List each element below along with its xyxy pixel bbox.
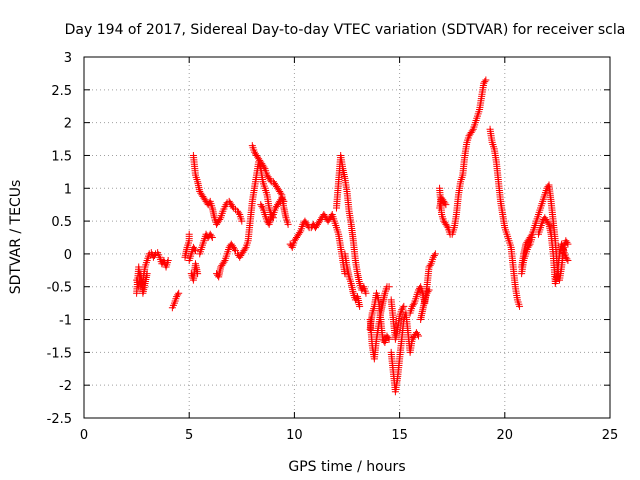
x-tick-label: 0 [80, 428, 88, 443]
y-tick-label: 3 [64, 51, 72, 66]
data-point-markers [534, 214, 572, 287]
data-point-markers [187, 260, 202, 284]
data-point-markers [518, 181, 572, 284]
data-point-markers [286, 211, 349, 278]
data-point-markers [213, 240, 239, 281]
x-tick-label: 10 [286, 428, 303, 443]
data-point-markers [366, 289, 393, 347]
plot-frame [83, 56, 611, 419]
x-axis-label: GPS time / hours [288, 459, 405, 475]
data-point-markers [518, 234, 536, 278]
series-segment [196, 230, 216, 258]
series-segment [133, 270, 151, 297]
series-segment [213, 240, 239, 281]
data-series [133, 76, 572, 396]
data-point-markers [332, 151, 370, 297]
series-segment [417, 286, 433, 324]
series-segment [518, 234, 536, 278]
y-tick-label: 0 [64, 248, 72, 263]
series-segment [332, 151, 370, 297]
x-tick-label: 20 [497, 428, 514, 443]
series-segment [436, 194, 450, 212]
series-segment [387, 309, 423, 396]
data-point-markers [185, 243, 200, 264]
data-point-markers [436, 76, 490, 238]
series-segment [436, 76, 490, 238]
x-tick-label: 5 [185, 428, 193, 443]
series-segment [518, 181, 572, 284]
data-point-markers [257, 194, 288, 228]
y-tick-label: 2.5 [51, 84, 72, 99]
series-segment [185, 243, 200, 264]
series-segment [486, 125, 524, 310]
series-segment [168, 289, 183, 312]
series-segment [234, 158, 277, 261]
data-point-markers [341, 250, 364, 310]
series-segment [341, 250, 364, 310]
series-segment [187, 260, 202, 284]
series-segment [366, 289, 393, 347]
axis-ticks: 0 5 10 15 20 25 3 2.5 2 1.5 1 0.5 0 -0.5 -1 -1.5 -2 -2.5 [47, 51, 619, 443]
y-tick-label: -1.5 [47, 346, 72, 361]
data-point-markers [234, 158, 277, 261]
y-tick-label: 2 [64, 117, 72, 132]
series-segment [286, 211, 349, 278]
series-segment [181, 230, 193, 261]
series-segment [257, 194, 288, 228]
data-point-markers [133, 270, 151, 297]
series-0 [133, 76, 572, 396]
data-point-markers [181, 230, 193, 261]
y-tick-label: -2.5 [47, 412, 72, 427]
y-tick-label: 1 [64, 182, 72, 197]
data-point-markers [387, 309, 423, 396]
series-segment [387, 296, 408, 343]
y-tick-label: -0.5 [47, 281, 72, 296]
y-axis-label: SDTVAR / TECUs [8, 180, 24, 295]
data-point-markers [168, 289, 183, 312]
series-segment [189, 151, 246, 228]
y-tick-label: 1.5 [51, 149, 72, 164]
x-tick-label: 25 [602, 428, 619, 443]
series-segment [534, 214, 572, 287]
chart-title: Day 194 of 2017, Sidereal Day-to-day VTE… [65, 22, 626, 38]
y-tick-label: -2 [59, 379, 72, 394]
x-tick-label: 15 [391, 428, 408, 443]
data-point-markers [387, 296, 408, 343]
data-point-markers [196, 230, 216, 258]
y-tick-label: 0.5 [51, 215, 72, 230]
data-point-markers [189, 151, 246, 228]
data-point-markers [436, 194, 450, 212]
data-point-markers [486, 125, 524, 310]
data-point-markers [417, 286, 433, 324]
y-tick-label: -1 [59, 314, 72, 329]
